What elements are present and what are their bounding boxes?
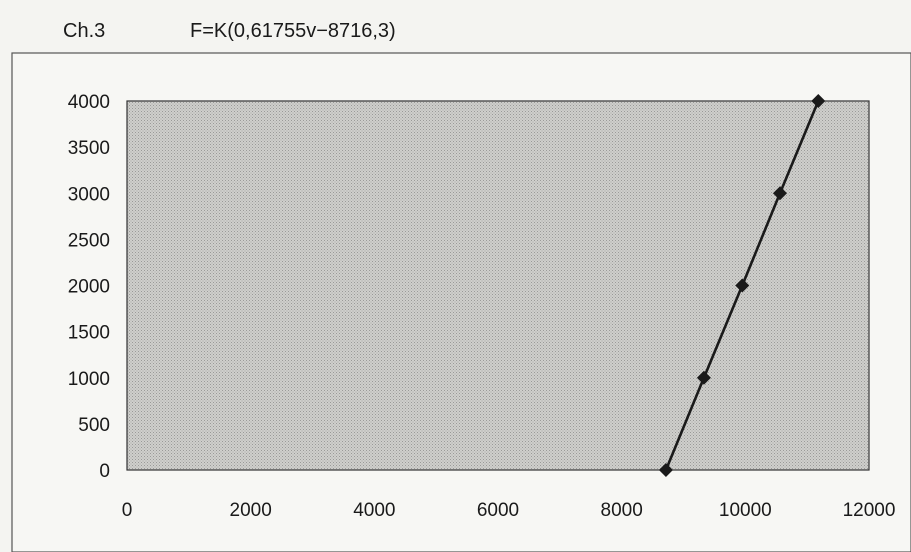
x-tick-label: 8000 — [601, 500, 643, 521]
data-point-marker — [811, 94, 826, 108]
plot-area — [126, 100, 870, 471]
x-axis-ticks: 0 2000 4000 6000 8000 10000 12000 — [122, 500, 896, 521]
x-tick-label: 0 — [122, 500, 133, 521]
x-tick-label: 10000 — [719, 500, 772, 521]
x-tick-label: 6000 — [477, 500, 519, 521]
y-tick-label: 3000 — [68, 184, 110, 205]
data-point-marker — [735, 278, 750, 293]
y-tick-label: 2500 — [68, 230, 110, 251]
x-tick-label: 12000 — [843, 500, 896, 521]
y-tick-label: 0 — [99, 461, 110, 482]
formula-label: F=K(0,61755v−8716,3) — [190, 20, 396, 42]
x-tick-label: 2000 — [230, 500, 272, 521]
y-tick-label: 1000 — [68, 369, 110, 390]
y-tick-label: 2000 — [68, 277, 110, 298]
data-point-marker — [658, 463, 673, 477]
y-axis-ticks: 0 500 1000 1500 2000 2500 3000 3500 4000 — [68, 92, 110, 482]
y-tick-label: 500 — [78, 415, 110, 436]
y-tick-label: 1500 — [68, 323, 110, 344]
data-point-marker — [772, 186, 787, 201]
y-tick-label: 4000 — [68, 92, 110, 113]
channel-label: Ch.3 — [63, 20, 105, 42]
y-tick-label: 3500 — [68, 138, 110, 159]
data-point-marker — [696, 370, 711, 385]
x-tick-label: 4000 — [353, 500, 395, 521]
series-markers — [658, 94, 826, 477]
